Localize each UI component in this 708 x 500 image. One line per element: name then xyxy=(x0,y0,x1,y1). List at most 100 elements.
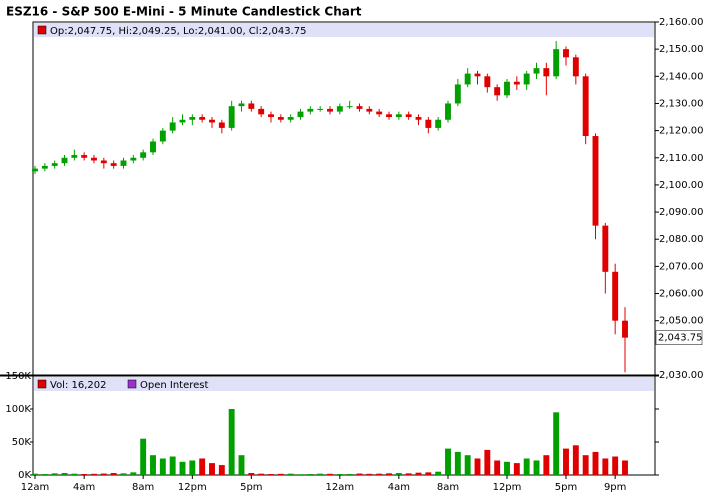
volume-bar xyxy=(454,451,461,475)
plot-frame xyxy=(32,21,656,376)
volume-bar xyxy=(100,473,107,475)
candle-body xyxy=(32,168,38,172)
x-tick-label: 5pm xyxy=(240,482,262,493)
y-tick-label: 2,090.00 xyxy=(659,207,704,218)
legend-swatch xyxy=(37,25,47,35)
candle-body xyxy=(317,108,324,110)
last-price-label: 2,043.75 xyxy=(658,333,703,344)
candle-body xyxy=(120,160,127,166)
volume-bar xyxy=(218,465,225,475)
candle-body xyxy=(366,108,373,112)
legend-label: Open Interest xyxy=(140,380,209,391)
candle-body xyxy=(277,117,284,120)
y-tick-label: 2,130.00 xyxy=(659,98,704,109)
candle-body xyxy=(572,57,579,77)
candle-body xyxy=(425,119,432,128)
ohlc-label: Op:2,047.75, Hi:2,049.25, Lo:2,041.00, C… xyxy=(50,26,306,37)
x-tick-label: 4am xyxy=(388,482,410,493)
candle-body xyxy=(327,108,333,112)
volume-bar xyxy=(376,473,383,475)
volume-bar xyxy=(464,455,471,475)
volume-bar xyxy=(91,473,97,475)
volume-bar xyxy=(140,438,147,475)
candle-body xyxy=(435,119,442,128)
candle-body xyxy=(199,117,206,120)
y-tick-label: 2,080.00 xyxy=(659,234,704,245)
volume-bar xyxy=(228,409,235,475)
volume-bar xyxy=(307,474,314,475)
candle-body xyxy=(169,122,176,131)
volume-bar xyxy=(553,412,560,475)
volume-bar xyxy=(445,448,451,475)
legend-swatch xyxy=(127,379,137,389)
y-tick-label: 2,100.00 xyxy=(659,180,704,191)
candle-body xyxy=(307,108,314,112)
y-tick-label: 100K xyxy=(5,404,31,415)
volume-bar xyxy=(592,451,599,475)
candle-body xyxy=(258,108,265,115)
candle-body xyxy=(81,155,88,158)
x-tick-label: 5pm xyxy=(555,482,577,493)
candle-body xyxy=(464,73,471,85)
volume-bar xyxy=(71,473,78,475)
x-tick-label: 8am xyxy=(437,482,459,493)
volume-bar xyxy=(130,472,137,475)
last-price-box xyxy=(655,330,703,345)
x-tick-label: 9pm xyxy=(604,482,626,493)
plot-frame xyxy=(32,375,656,476)
volume-bar xyxy=(346,473,353,475)
candle-body xyxy=(592,136,599,226)
y-tick-label: 2,110.00 xyxy=(659,153,704,164)
candle-body xyxy=(51,163,58,166)
candle-body xyxy=(484,76,491,88)
volume-bar xyxy=(51,473,58,475)
volume-bar xyxy=(494,460,501,475)
candle-body xyxy=(582,76,589,137)
volume-bar xyxy=(563,448,569,475)
volume-bar xyxy=(32,473,38,475)
volume-bar xyxy=(327,473,333,475)
volume-bar xyxy=(582,455,589,475)
candle-body xyxy=(622,320,628,338)
candle-body xyxy=(159,130,166,142)
candle-body xyxy=(553,49,560,77)
candle-body xyxy=(415,117,422,120)
legend-swatch xyxy=(37,379,47,389)
volume-bar xyxy=(572,445,579,475)
candle-body xyxy=(376,111,383,115)
volume-bar xyxy=(356,473,363,475)
candle-body xyxy=(100,160,107,164)
volume-bar xyxy=(61,473,68,475)
volume-bar xyxy=(612,456,619,475)
volume-bar xyxy=(435,471,442,475)
volume-bar xyxy=(366,473,373,475)
candle-body xyxy=(110,163,117,166)
volume-bar xyxy=(169,456,176,475)
candle-body xyxy=(61,157,68,164)
candle-body xyxy=(218,122,225,128)
candle-body xyxy=(268,114,274,118)
x-tick-label: 4am xyxy=(73,482,95,493)
candle-body xyxy=(140,152,147,158)
volume-bar xyxy=(415,472,422,475)
volume-bar xyxy=(268,474,274,475)
candle-body xyxy=(395,114,402,118)
candle-body xyxy=(543,68,550,77)
volume-bar xyxy=(425,472,432,475)
candle-body xyxy=(602,225,609,272)
panel-header xyxy=(34,23,654,37)
panel-header xyxy=(34,377,654,391)
volume-bar xyxy=(41,474,48,475)
volume-bar xyxy=(248,473,255,475)
candle-body xyxy=(336,106,343,112)
volume-bar xyxy=(504,461,510,475)
legend-label: Vol: 16,202 xyxy=(50,380,107,391)
candle-body xyxy=(41,165,48,169)
y-tick-label: 2,070.00 xyxy=(659,261,704,272)
y-tick-label: 2,140.00 xyxy=(659,71,704,82)
volume-bar xyxy=(602,458,609,475)
chart-title: ESZ16 - S&P 500 E-Mini - 5 Minute Candle… xyxy=(6,5,362,19)
x-tick-label: 12pm xyxy=(493,482,522,493)
y-tick-label: 2,150.00 xyxy=(659,44,704,55)
x-tick-label: 12am xyxy=(326,482,355,493)
